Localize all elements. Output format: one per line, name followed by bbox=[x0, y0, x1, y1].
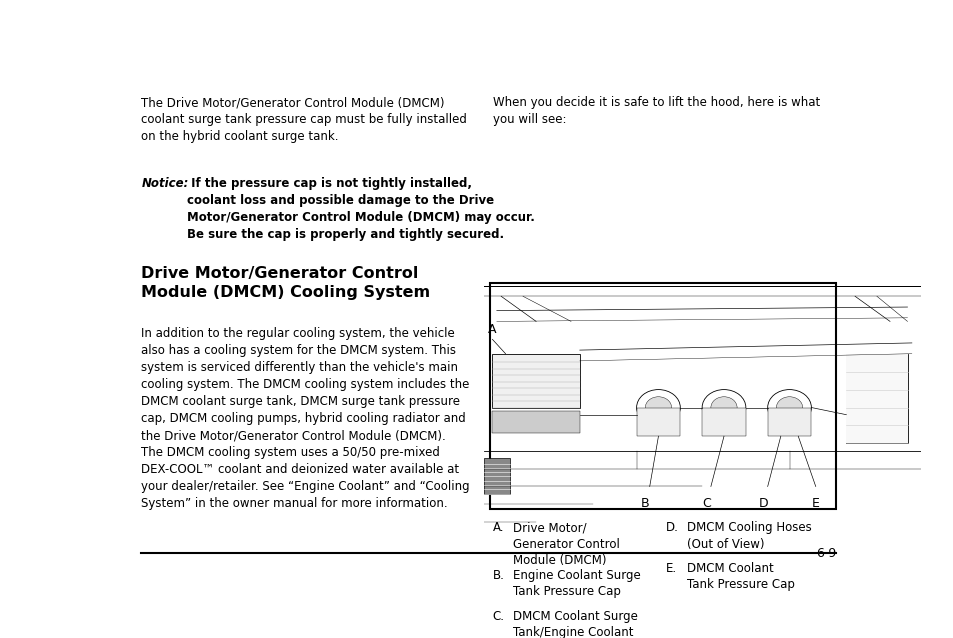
Text: Drive Motor/
Generator Control
Module (DMCM): Drive Motor/ Generator Control Module (D… bbox=[513, 521, 619, 567]
Circle shape bbox=[767, 390, 811, 426]
Text: B: B bbox=[640, 497, 649, 510]
Text: C.: C. bbox=[492, 609, 504, 623]
Text: In addition to the regular cooling system, the vehicle
also has a cooling system: In addition to the regular cooling syste… bbox=[141, 327, 470, 510]
Circle shape bbox=[644, 397, 671, 419]
Text: When you decide it is safe to lift the hood, here is what
you will see:: When you decide it is safe to lift the h… bbox=[492, 96, 819, 126]
Text: DMCM Coolant Surge
Tank/Engine Coolant
Surge Tank: DMCM Coolant Surge Tank/Engine Coolant S… bbox=[513, 609, 638, 638]
Text: 6-9: 6-9 bbox=[816, 547, 836, 560]
Text: D: D bbox=[758, 497, 767, 510]
Bar bbox=[701, 408, 745, 436]
Text: E: E bbox=[811, 497, 819, 510]
Text: DMCM Cooling Hoses
(Out of View): DMCM Cooling Hoses (Out of View) bbox=[686, 521, 811, 551]
Circle shape bbox=[776, 397, 801, 419]
Text: D.: D. bbox=[665, 521, 679, 534]
Text: E.: E. bbox=[665, 562, 677, 575]
Text: A.: A. bbox=[492, 521, 503, 534]
Bar bbox=[767, 408, 811, 436]
Text: Engine Coolant Surge
Tank Pressure Cap: Engine Coolant Surge Tank Pressure Cap bbox=[513, 569, 640, 598]
Text: B.: B. bbox=[492, 569, 504, 582]
Bar bbox=[636, 408, 679, 436]
Text: Drive Motor/Generator Control
Module (DMCM) Cooling System: Drive Motor/Generator Control Module (DM… bbox=[141, 265, 430, 300]
Bar bbox=[845, 353, 906, 443]
Bar bbox=[845, 353, 906, 443]
Bar bbox=[483, 458, 509, 494]
Text: The Drive Motor/Generator Control Module (DMCM)
coolant surge tank pressure cap : The Drive Motor/Generator Control Module… bbox=[141, 96, 467, 143]
FancyBboxPatch shape bbox=[490, 283, 836, 509]
Circle shape bbox=[701, 390, 745, 426]
Text: C: C bbox=[701, 497, 710, 510]
Text: DMCM Coolant
Tank Pressure Cap: DMCM Coolant Tank Pressure Cap bbox=[686, 562, 794, 591]
Text: A: A bbox=[488, 323, 496, 336]
Bar bbox=[492, 411, 579, 433]
Bar bbox=[492, 353, 579, 408]
Circle shape bbox=[710, 397, 737, 419]
Text: If the pressure cap is not tightly installed,
coolant loss and possible damage t: If the pressure cap is not tightly insta… bbox=[187, 177, 535, 241]
Text: Notice:: Notice: bbox=[141, 177, 189, 190]
Circle shape bbox=[636, 390, 679, 426]
